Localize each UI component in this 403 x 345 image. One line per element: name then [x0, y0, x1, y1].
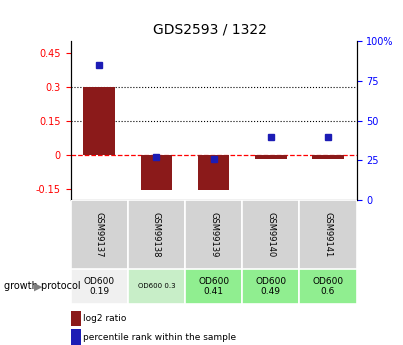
- Bar: [185, 269, 242, 304]
- Bar: [255, 155, 287, 159]
- Text: OD600
0.19: OD600 0.19: [83, 277, 115, 296]
- Bar: [242, 269, 299, 304]
- Text: log2 ratio: log2 ratio: [83, 314, 126, 323]
- Bar: [312, 155, 344, 159]
- Text: OD600
0.6: OD600 0.6: [312, 277, 344, 296]
- Bar: [83, 87, 115, 155]
- Bar: [71, 200, 128, 269]
- Text: GSM99137: GSM99137: [95, 212, 104, 257]
- Text: GSM99140: GSM99140: [266, 212, 275, 257]
- Bar: [299, 200, 357, 269]
- Bar: [71, 269, 128, 304]
- Text: ▶: ▶: [34, 282, 43, 291]
- Text: OD600
0.49: OD600 0.49: [255, 277, 287, 296]
- Bar: [299, 269, 357, 304]
- Text: percentile rank within the sample: percentile rank within the sample: [83, 333, 236, 342]
- Bar: [128, 200, 185, 269]
- Bar: [128, 269, 185, 304]
- Text: GDS2593 / 1322: GDS2593 / 1322: [153, 22, 266, 37]
- Text: GSM99139: GSM99139: [209, 212, 218, 257]
- Bar: [185, 200, 242, 269]
- Text: GSM99138: GSM99138: [152, 212, 161, 257]
- Text: OD600
0.41: OD600 0.41: [198, 277, 229, 296]
- Bar: [198, 155, 229, 190]
- Bar: [141, 155, 172, 190]
- Text: OD600 0.3: OD600 0.3: [137, 283, 175, 289]
- Text: GSM99141: GSM99141: [324, 212, 332, 257]
- Bar: [242, 200, 299, 269]
- Text: growth protocol: growth protocol: [4, 282, 81, 291]
